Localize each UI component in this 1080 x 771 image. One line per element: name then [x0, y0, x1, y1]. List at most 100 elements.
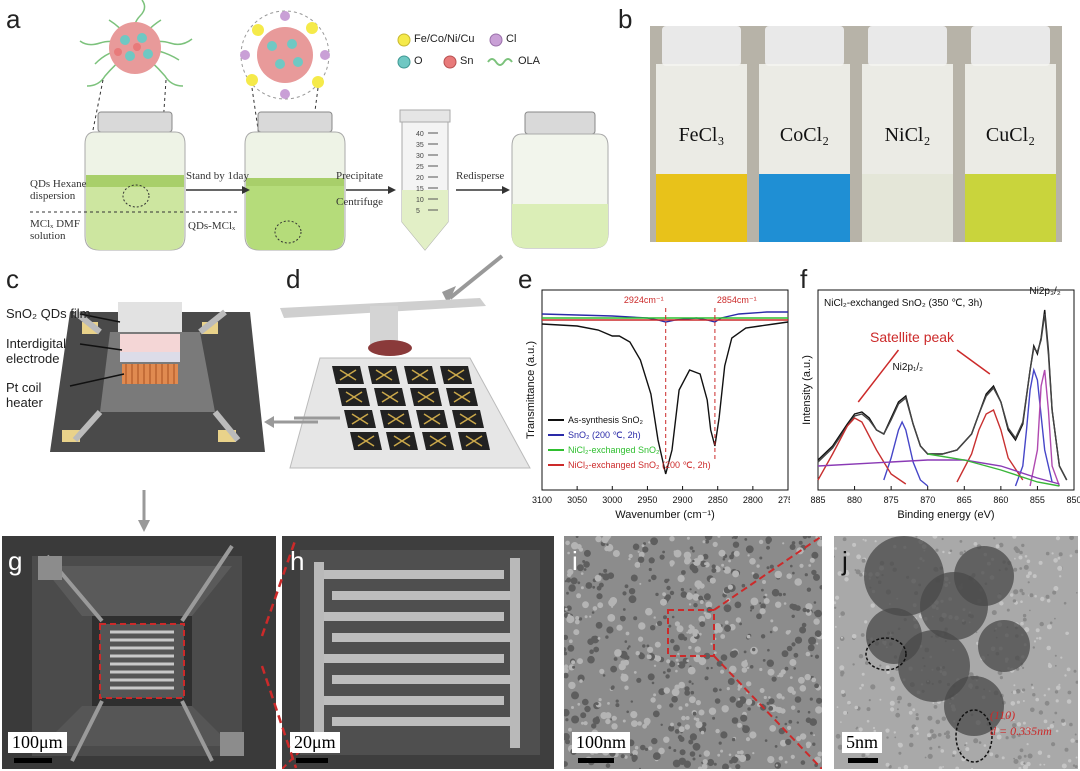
texture-grain	[1045, 551, 1050, 556]
y-axis-label: Intensity (a.u.)	[801, 355, 813, 425]
texture-grain	[720, 731, 728, 739]
texture-grain	[680, 587, 685, 592]
texture-grain	[692, 711, 697, 716]
texture-grain	[624, 640, 628, 643]
scalebar-h	[296, 758, 328, 763]
texture-grain	[698, 709, 705, 716]
texture-grain	[898, 751, 902, 755]
texture-grain	[669, 703, 674, 708]
satellite-arrow	[956, 349, 991, 375]
texture-grain	[856, 554, 861, 560]
texture-grain	[768, 546, 770, 549]
texture-grain	[1022, 764, 1029, 769]
texture-grain	[1019, 588, 1024, 593]
texture-grain	[1027, 571, 1032, 576]
texture-grain	[1013, 759, 1019, 764]
texture-grain	[766, 701, 770, 705]
texture-grain	[927, 753, 933, 759]
x-tick-label: 3050	[567, 495, 587, 505]
texture-grain	[741, 667, 748, 673]
texture-grain	[764, 739, 768, 742]
texture-grain	[686, 536, 690, 540]
texture-grain	[772, 626, 778, 632]
texture-grain	[771, 676, 777, 682]
texture-grain	[1010, 701, 1016, 706]
legend-ola-label: OLA	[518, 55, 541, 67]
tube-mark-label: 15	[416, 186, 424, 193]
texture-grain	[842, 537, 847, 542]
texture-grain	[712, 541, 718, 547]
texture-grain	[784, 760, 788, 764]
texture-grain	[687, 666, 696, 675]
texture-grain	[1023, 733, 1026, 735]
ftir-chart: 3100 3050 3000 2950 2900 2850 2800 2750 Wavenumb…	[525, 289, 790, 521]
texture-grain	[873, 729, 877, 733]
texture-grain	[798, 676, 805, 684]
texture-grain	[665, 594, 671, 600]
texture-grain	[759, 688, 765, 693]
texture-grain	[596, 593, 603, 600]
legend-cl-label: Cl	[506, 33, 517, 45]
texture-grain	[571, 706, 574, 709]
series-line	[956, 408, 1024, 483]
texture-grain	[973, 542, 978, 546]
texture-grain	[673, 749, 677, 752]
texture-grain	[682, 657, 689, 664]
texture-grain	[814, 683, 819, 689]
texture-grain	[907, 702, 912, 707]
texture-grain	[735, 754, 738, 757]
centrifuge-tube	[399, 109, 451, 251]
texture-grain	[1016, 700, 1020, 704]
texture-grain	[625, 655, 630, 660]
texture-grain	[1054, 711, 1058, 715]
panel-a-schematic: 40 35 30 25 20 15 10 5	[30, 0, 609, 251]
texture-grain	[807, 536, 811, 539]
texture-grain	[574, 619, 580, 625]
texture-grain	[675, 658, 679, 662]
texture-grain	[568, 664, 575, 671]
vial-1: FeCl₃	[654, 26, 749, 242]
texture-grain	[1038, 560, 1043, 565]
texture-grain	[1055, 536, 1061, 541]
texture-grain	[688, 603, 692, 606]
texture-grain	[743, 650, 747, 654]
texture-grain	[653, 664, 657, 667]
texture-grain	[611, 715, 617, 721]
texture-grain	[1007, 715, 1011, 718]
texture-grain	[595, 621, 603, 629]
texture-grain	[749, 558, 756, 565]
texture-grain	[666, 585, 671, 591]
texture-grain	[908, 742, 914, 748]
texture-grain	[897, 700, 901, 704]
texture-grain	[666, 659, 671, 664]
texture-grain	[702, 759, 708, 765]
texture-grain	[671, 615, 675, 619]
texture-grain	[568, 639, 573, 644]
texture-grain	[577, 658, 583, 665]
texture-grain	[681, 715, 686, 721]
texture-grain	[998, 542, 1004, 548]
texture-grain	[684, 724, 690, 730]
texture-grain	[697, 554, 704, 562]
texture-grain	[678, 706, 683, 711]
texture-grain	[684, 690, 691, 696]
texture-grain	[740, 714, 748, 722]
vial-liquid	[862, 174, 953, 242]
texture-grain	[834, 625, 837, 628]
nanocrystal	[954, 546, 1014, 606]
texture-grain	[836, 706, 839, 708]
texture-grain	[720, 634, 726, 639]
texture-grain	[729, 665, 737, 674]
texture-grain	[567, 551, 570, 555]
texture-grain	[791, 705, 796, 710]
texture-grain	[765, 536, 772, 543]
texture-grain	[1024, 555, 1028, 558]
texture-grain	[959, 551, 964, 556]
texture-grain	[1027, 581, 1030, 584]
texture-grain	[999, 601, 1004, 606]
texture-grain	[691, 682, 694, 685]
texture-grain	[769, 564, 774, 569]
texture-grain	[688, 645, 692, 650]
texture-grain	[1012, 536, 1017, 539]
chip-wire	[351, 413, 369, 425]
